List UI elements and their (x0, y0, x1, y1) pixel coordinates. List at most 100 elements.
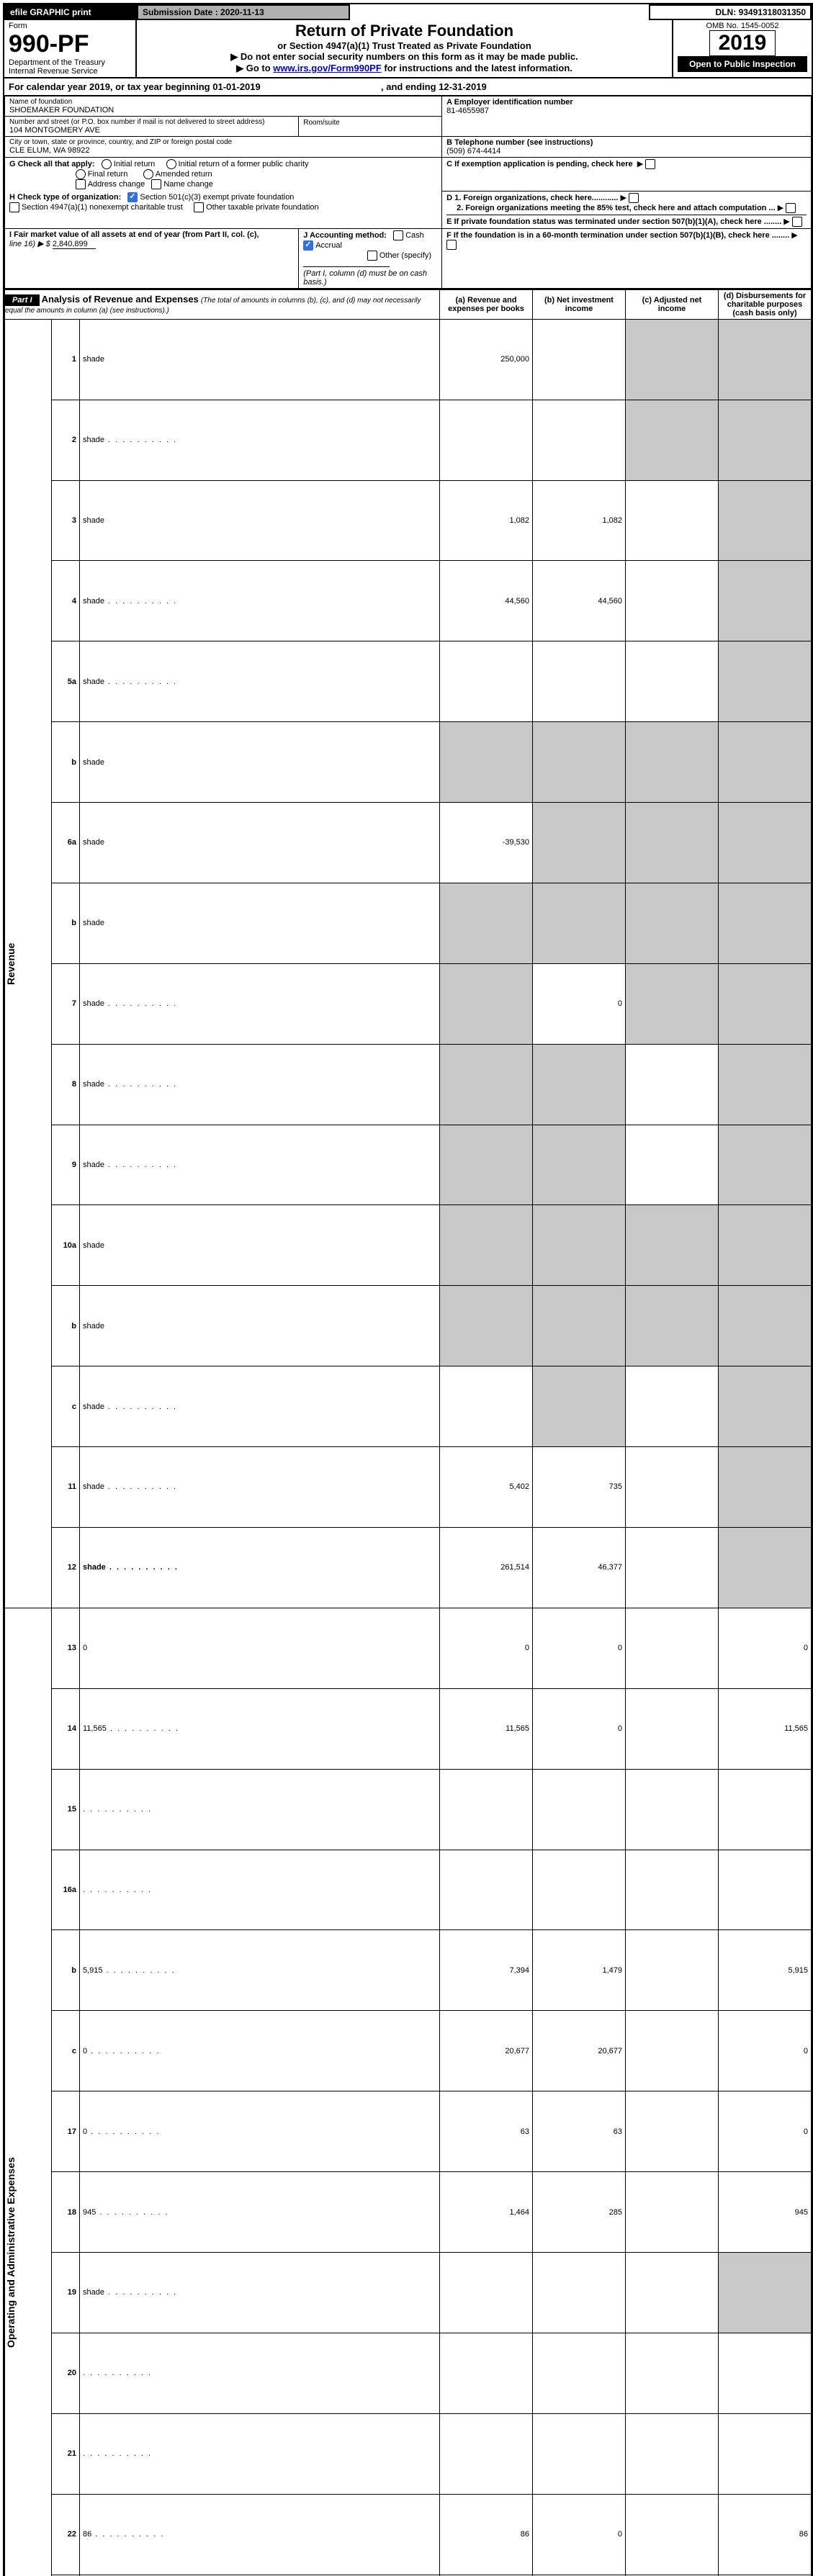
cell (626, 1608, 719, 1688)
line-desc: 250 (80, 2575, 440, 2576)
cell: 7,394 (440, 1930, 533, 2011)
cell (440, 641, 533, 722)
cell (626, 883, 719, 963)
amended-check[interactable] (143, 169, 153, 179)
cell (719, 1850, 812, 1930)
cell: 285 (533, 2172, 626, 2253)
cell (719, 722, 812, 803)
table-row: 5ashade (5, 641, 812, 722)
cell (626, 561, 719, 641)
part1-grid: Part I Analysis of Revenue and Expenses … (4, 289, 812, 2576)
j-accrual-check[interactable] (303, 240, 313, 251)
cell (626, 1688, 719, 1769)
line-no: c (52, 2011, 80, 2091)
address-change-check[interactable] (76, 179, 86, 189)
table-row: 2shade (5, 400, 812, 480)
cell (440, 1125, 533, 1205)
line-desc: shade (80, 561, 440, 641)
g-name: Name change (163, 180, 213, 189)
cell (626, 722, 719, 803)
cell: 11,565 (719, 1688, 812, 1769)
cell: 0 (533, 1608, 626, 1688)
cell: 63 (440, 2091, 533, 2172)
d2-check[interactable] (786, 203, 796, 213)
cell (626, 1769, 719, 1850)
line-no: 4 (52, 561, 80, 641)
h-4947-check[interactable] (9, 202, 19, 212)
cell (533, 2333, 626, 2413)
line-no: 3 (52, 480, 80, 561)
initial-former-check[interactable] (166, 159, 176, 169)
vertical-label: Revenue (5, 319, 52, 1608)
line-desc: shade (80, 1125, 440, 1205)
line-no: 8 (52, 1044, 80, 1125)
cell (533, 1125, 626, 1205)
cell: 261,514 (440, 1527, 533, 1608)
line-desc: shade (80, 963, 440, 1044)
col-c: (c) Adjusted net income (626, 289, 719, 320)
cell (719, 400, 812, 480)
line-no: b (52, 722, 80, 803)
f-check[interactable] (446, 240, 457, 250)
line-desc: shade (80, 1527, 440, 1608)
line-no: 1 (52, 319, 80, 400)
line-desc: shade (80, 1286, 440, 1366)
addr-val: 104 MONTGOMERY AVE (9, 126, 294, 135)
cell: 20,677 (440, 2011, 533, 2091)
j-other-check[interactable] (367, 251, 377, 261)
table-row: 12shade261,51446,377 (5, 1527, 812, 1608)
cell (719, 803, 812, 883)
cell (626, 480, 719, 561)
cell (626, 2575, 719, 2576)
initial-return-check[interactable] (102, 159, 112, 169)
line-desc: shade (80, 480, 440, 561)
cell (533, 2253, 626, 2333)
h-label: H Check type of organization: (9, 193, 121, 202)
line-desc: shade (80, 803, 440, 883)
cell: 0 (719, 2091, 812, 2172)
cal-text1: For calendar year 2019, or tax year begi… (9, 81, 210, 92)
table-row: 232505,3080250 (5, 2575, 812, 2576)
cell (533, 1205, 626, 1286)
cal-end: 12-31-2019 (439, 81, 487, 92)
final-return-check[interactable] (76, 169, 86, 179)
line-no: 18 (52, 2172, 80, 2253)
j-cash-check[interactable] (393, 230, 403, 240)
cell: 1,479 (533, 1930, 626, 2011)
h-501c3-check[interactable] (127, 192, 138, 202)
table-row: 20 (5, 2333, 812, 2413)
topbar: efile GRAPHIC print Submission Date : 20… (4, 4, 812, 20)
cell: 0 (719, 1608, 812, 1688)
line-desc (80, 1769, 440, 1850)
cell (440, 883, 533, 963)
line-desc (80, 2413, 440, 2494)
form-title: Return of Private Foundation (141, 22, 668, 40)
table-row: 19shade (5, 2253, 812, 2333)
cell (440, 2333, 533, 2413)
table-row: bshade (5, 1286, 812, 1366)
cell: 44,560 (533, 561, 626, 641)
line-no: 16a (52, 1850, 80, 1930)
table-row: 11shade5,402735 (5, 1447, 812, 1528)
ein-val: 81-4655987 (446, 107, 807, 115)
cell (719, 641, 812, 722)
vertical-label: Operating and Administrative Expenses (5, 1608, 52, 2576)
d1-check[interactable] (629, 193, 639, 203)
form-link[interactable]: www.irs.gov/Form990PF (273, 63, 382, 73)
city-lbl: City or town, state or province, country… (9, 138, 437, 146)
g-initial-former: Initial return of a former public charit… (179, 160, 309, 168)
name-change-check[interactable] (151, 179, 161, 189)
line-no: 14 (52, 1688, 80, 1769)
c-check[interactable] (645, 159, 655, 169)
f-lbl: F If the foundation is in a 60-month ter… (446, 231, 789, 240)
ein-lbl: A Employer identification number (446, 98, 573, 107)
line-no: 22 (52, 2494, 80, 2575)
line-desc: shade (80, 2253, 440, 2333)
cell (626, 2011, 719, 2091)
h-opt3: Other taxable private foundation (206, 203, 319, 212)
dept-label: Department of the Treasury (9, 58, 131, 67)
col-d: (d) Disbursements for charitable purpose… (719, 289, 812, 320)
h-other-check[interactable] (194, 202, 204, 212)
e-check[interactable] (792, 217, 802, 227)
cell (719, 1447, 812, 1528)
